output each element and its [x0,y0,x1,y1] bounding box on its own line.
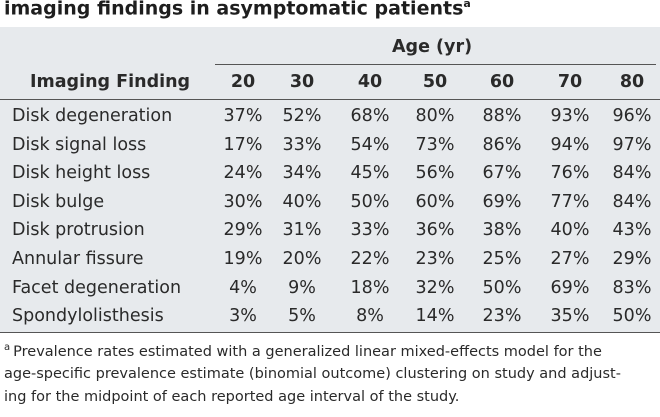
bottom-rule [0,332,660,333]
footnote-text: age-specific prevalence estimate (binomi… [4,365,621,382]
title-marker: a [463,0,471,10]
cell-value: 52% [282,106,322,126]
cell-value: 50% [482,277,522,298]
cell-value: 40% [282,191,322,212]
cell-value: 36% [415,220,455,241]
cell-value: 29% [612,249,652,269]
row-label: Disk signal loss [12,134,147,155]
group-header: Age (yr) [392,37,473,57]
row-label: Disk degeneration [12,106,173,126]
cell-value: 3% [229,306,257,327]
row-label: Disk protrusion [12,220,145,241]
cell-value: 5% [288,306,316,327]
footnote-marker: a [4,342,11,353]
column-header: 60 [489,72,515,92]
cell-value: 80% [415,106,455,126]
table [0,27,660,333]
cell-value: 69% [550,277,590,298]
column-header: 20 [230,72,256,92]
footnote-text: ing for the midpoint of each reported ag… [4,389,460,405]
cell-value: 45% [350,163,390,184]
table-title: imaging findings in asymptomatic patient… [4,0,471,19]
cell-value: 56% [415,163,455,184]
cell-value: 50% [612,306,652,327]
cell-value: 73% [415,134,455,155]
cell-value: 33% [350,220,390,241]
footnote-line: age-specific prevalence estimate (binomi… [4,366,621,382]
cell-value: 96% [612,106,652,126]
cell-value: 68% [350,106,390,126]
cell-value: 93% [550,106,590,126]
row-label: Disk bulge [12,191,105,212]
cell-value: 30% [223,191,263,212]
cell-value: 83% [612,277,652,298]
cell-value: 25% [482,249,522,269]
cell-value: 37% [223,106,263,126]
cell-value: 38% [482,220,522,241]
cell-value: 69% [482,191,522,212]
row-label: Annular fissure [12,249,144,269]
cell-value: 14% [415,306,455,327]
cell-value: 8% [356,306,384,327]
group-rule [215,64,656,65]
cell-value: 24% [223,163,263,184]
cell-value: 54% [350,134,390,155]
column-header: 70 [557,72,583,92]
column-header: Imaging Finding [30,72,191,92]
cell-value: 4% [229,277,257,298]
column-header: 50 [422,72,448,92]
cell-value: 84% [612,191,652,212]
cell-value: 23% [482,306,522,327]
row-label: Spondylolisthesis [12,306,164,327]
cell-value: 33% [282,134,322,155]
cell-value: 9% [288,277,316,298]
cell-value: 76% [550,163,590,184]
footnote-line: ing for the midpoint of each reported ag… [4,389,459,405]
cell-value: 88% [482,106,522,126]
cell-value: 50% [350,191,390,212]
cell-value: 18% [350,277,390,298]
cell-value: 22% [350,249,390,269]
footnote-text: Prevalence rates estimated with a genera… [13,343,602,360]
cell-value: 29% [223,220,263,241]
cell-value: 23% [415,249,455,269]
cell-value: 32% [415,277,455,298]
cell-value: 94% [550,134,590,155]
row-label: Disk height loss [12,163,151,184]
column-header: 40 [357,72,383,92]
header-rule [0,99,660,100]
cell-value: 40% [550,220,590,241]
column-header: 30 [289,72,315,92]
cell-value: 97% [612,134,652,155]
cell-value: 31% [282,220,322,241]
cell-value: 35% [550,306,590,327]
cell-value: 34% [282,163,322,184]
cell-value: 60% [415,191,455,212]
cell-value: 17% [223,134,263,155]
cell-value: 67% [482,163,522,184]
cell-value: 77% [550,191,590,212]
cell-value: 19% [223,249,263,269]
footnote-line: a Prevalence rates estimated with a gener… [4,342,602,360]
title-text: imaging findings in asymptomatic patient… [4,0,464,20]
cell-value: 43% [612,220,652,241]
cell-value: 86% [482,134,522,155]
row-label: Facet degeneration [12,277,182,298]
cell-value: 27% [550,249,590,269]
cell-value: 84% [612,163,652,184]
column-header: 80 [619,72,645,92]
cell-value: 20% [282,249,322,269]
